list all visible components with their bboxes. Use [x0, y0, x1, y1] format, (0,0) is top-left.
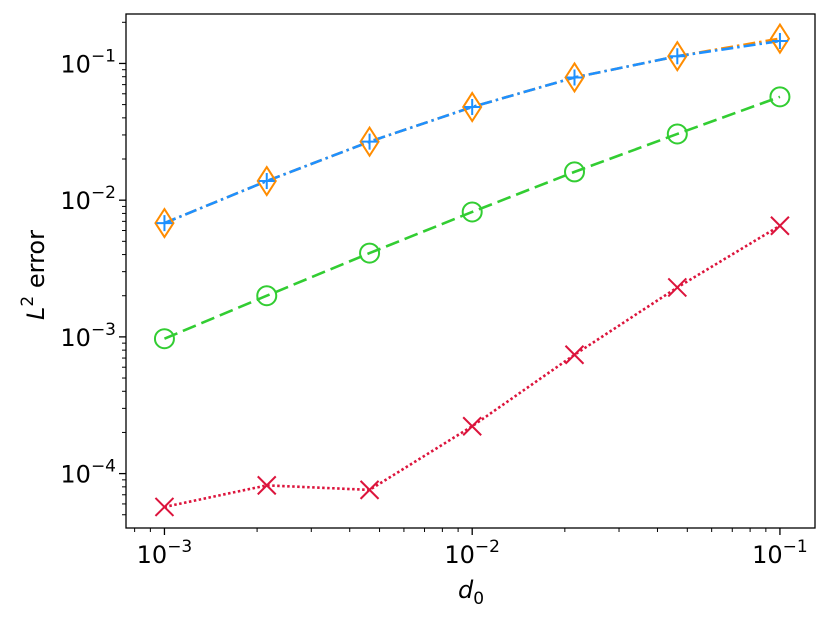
- x-tick-label: 10−3: [137, 537, 193, 569]
- diamond-series-point: [667, 40, 688, 73]
- x-axis-title: d0: [458, 576, 484, 609]
- cross-series-point: [770, 216, 790, 236]
- diamond-series-point: [359, 125, 380, 158]
- circle-series-point: [256, 285, 278, 307]
- diamond-series-point: [462, 91, 483, 123]
- diamond-series-point: [564, 61, 585, 94]
- cross-series-point: [462, 416, 482, 436]
- plus-series-point: [566, 69, 583, 86]
- plus-series-point: [771, 32, 788, 49]
- circle-series-point: [461, 201, 483, 223]
- plus-series-point: [361, 133, 378, 150]
- axes: 10−3 10−2 10−1 10−4 10−3 10−2 10−1: [60, 13, 816, 569]
- x-tick-label: 10−2: [444, 537, 500, 569]
- circle-series-point: [666, 123, 688, 145]
- y-tick-label: 10−2: [60, 183, 116, 215]
- circle-series-line: [163, 95, 781, 340]
- y-tick-label: 10−4: [60, 457, 116, 489]
- circle-series-point: [359, 242, 381, 264]
- plus-series-point: [669, 48, 686, 65]
- circle-series-point: [769, 86, 791, 108]
- plot-area: [153, 22, 791, 517]
- y-tick-label: 10−3: [60, 320, 116, 352]
- diamond-series-point: [256, 165, 277, 197]
- diamond-series-point: [154, 207, 175, 239]
- plus-series-point: [258, 173, 275, 190]
- x-tick-label: 10−1: [752, 537, 808, 569]
- cross-series-point: [257, 475, 277, 496]
- diamond-series-point: [769, 22, 791, 55]
- circle-series-point: [153, 328, 175, 350]
- axes-frame: [125, 13, 816, 529]
- cross-series-point: [667, 277, 688, 298]
- cross-series-point: [564, 345, 585, 365]
- y-axis-title: L2 error: [18, 230, 50, 320]
- cross-series-point: [154, 497, 175, 517]
- plus-series-point: [156, 215, 173, 232]
- y-tick-label: 10−1: [60, 46, 116, 78]
- cross-series-point: [359, 480, 380, 500]
- circle-series-point: [563, 161, 585, 183]
- plus-series-point: [464, 99, 481, 116]
